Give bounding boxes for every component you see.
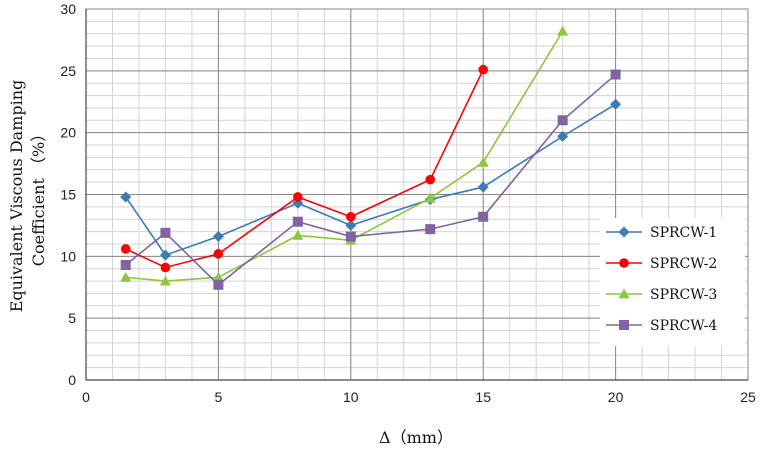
data-point-diamond xyxy=(345,219,357,231)
series-line xyxy=(125,73,617,286)
y-axis-title-line-1: Equivalent Viscous Damping xyxy=(7,80,26,313)
series-sprcw-2 xyxy=(120,64,489,273)
data-point-circle xyxy=(213,249,224,259)
x-axis-title: Δ（mm） xyxy=(379,428,453,447)
x-tick-label: 15 xyxy=(475,389,491,405)
data-point-triangle xyxy=(120,271,132,282)
series-sprcw-3 xyxy=(120,25,569,286)
data-point-square xyxy=(478,211,489,222)
data-point-diamond xyxy=(120,191,132,203)
y-tick-label: 20 xyxy=(60,125,76,141)
y-tick-label: 10 xyxy=(60,248,76,264)
data-point-square xyxy=(213,279,224,290)
y-tick-label: 30 xyxy=(60,1,76,17)
x-tick-label: 5 xyxy=(215,389,223,405)
data-point-circle xyxy=(346,211,356,222)
data-point-square xyxy=(345,231,356,242)
data-point-triangle xyxy=(557,25,569,36)
x-tick-label: 20 xyxy=(608,389,624,405)
series-group xyxy=(120,25,622,290)
y-tick-label: 25 xyxy=(60,63,76,79)
legend-entry: SPRCW-1 xyxy=(606,225,717,241)
data-point-triangle xyxy=(159,275,171,286)
series-line xyxy=(125,69,484,269)
series-sprcw-4 xyxy=(120,69,621,290)
data-point-triangle xyxy=(424,192,436,203)
series-sprcw-1 xyxy=(120,98,622,261)
legend-entry: SPRCW-4 xyxy=(606,318,717,334)
data-point-triangle xyxy=(212,271,224,282)
data-point-diamond xyxy=(557,130,569,142)
data-point-circle xyxy=(478,64,489,75)
data-point-circle xyxy=(120,244,131,254)
legend: SPRCW-1 SPRCW-2 SPRCW-3 SPRCW-4 xyxy=(600,218,745,346)
legend-entry: SPRCW-2 xyxy=(606,256,717,272)
data-point-square xyxy=(619,320,629,330)
data-point-circle xyxy=(425,174,436,185)
data-point-square xyxy=(120,259,131,270)
axes: 0 5 10 15 20 25 0 5 10 15 20 25 30 xyxy=(60,1,756,405)
legend-label: SPRCW-4 xyxy=(650,318,717,334)
data-point-diamond xyxy=(610,98,622,110)
legend-label: SPRCW-2 xyxy=(650,256,717,272)
data-point-diamond xyxy=(477,181,489,193)
data-point-triangle xyxy=(618,288,630,299)
y-tick-label: 0 xyxy=(68,372,76,388)
data-point-circle xyxy=(293,192,303,202)
y-axis-title: Equivalent Viscous Damping Coefficient （… xyxy=(7,80,48,313)
data-point-triangle xyxy=(292,229,304,240)
x-tick-label: 0 xyxy=(82,389,90,405)
legend-entry: SPRCW-3 xyxy=(606,287,717,303)
data-point-square xyxy=(610,69,621,80)
series-line xyxy=(125,103,617,257)
x-tick-label: 10 xyxy=(343,389,359,405)
data-point-square xyxy=(425,224,436,235)
data-point-circle xyxy=(619,258,629,268)
data-point-diamond xyxy=(212,231,224,243)
y-tick-label: 15 xyxy=(60,187,76,203)
legend-label: SPRCW-3 xyxy=(650,287,717,303)
data-point-square xyxy=(557,115,568,126)
y-axis-title-line-2: Coefficient （%） xyxy=(29,126,48,266)
data-point-square xyxy=(160,227,171,238)
data-point-circle xyxy=(160,262,171,273)
legend-label: SPRCW-1 xyxy=(650,225,717,241)
x-tick-label: 25 xyxy=(740,389,756,405)
series-line xyxy=(125,30,564,282)
data-point-diamond xyxy=(159,249,171,261)
y-tick-label: 5 xyxy=(68,310,76,326)
data-point-diamond xyxy=(618,226,630,238)
data-point-triangle xyxy=(477,156,489,167)
data-point-square xyxy=(292,216,303,227)
